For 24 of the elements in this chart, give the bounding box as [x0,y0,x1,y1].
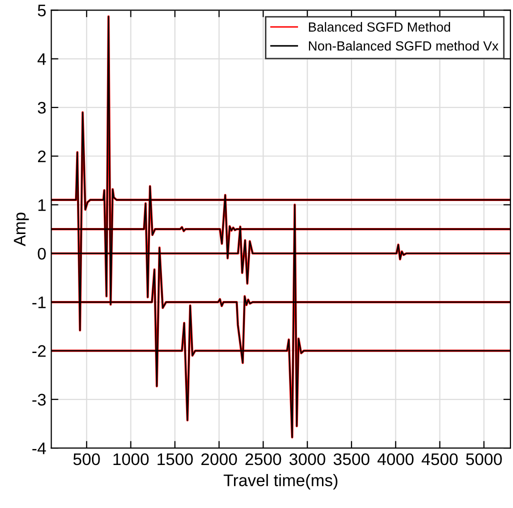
x-tick-label: 4500 [422,453,458,466]
x-tick-label: 3500 [334,453,370,466]
y-tick-label: 5 [38,4,46,16]
y-tick-label: -1 [32,296,46,308]
y-tick-label: 2 [38,150,46,162]
x-tick-label: 3000 [289,453,326,466]
x-tick-label: 1000 [114,453,149,466]
legend-label: Balanced SGFD Method [308,22,450,32]
y-tick-label: -2 [32,345,46,357]
x-tick-label: 2500 [246,453,282,466]
y-axis-title: Amp [14,212,29,246]
y-tick-label: -4 [32,442,46,454]
x-tick-label: 5000 [466,453,502,466]
y-tick-label: 3 [38,102,46,114]
x-tick-label: 2000 [201,453,237,466]
x-tick-label: 1500 [158,453,193,466]
y-tick-label: 1 [38,199,46,211]
x-axis-title: Travel time(ms) [224,474,338,490]
y-tick-label: 4 [38,53,46,65]
x-tick-label: 500 [73,453,100,466]
x-tick-label: 4000 [378,453,414,466]
legend-label: Non-Balanced SGFD method Vx [308,40,498,51]
y-tick-label: 0 [38,248,46,260]
y-tick-label: -3 [32,394,46,406]
